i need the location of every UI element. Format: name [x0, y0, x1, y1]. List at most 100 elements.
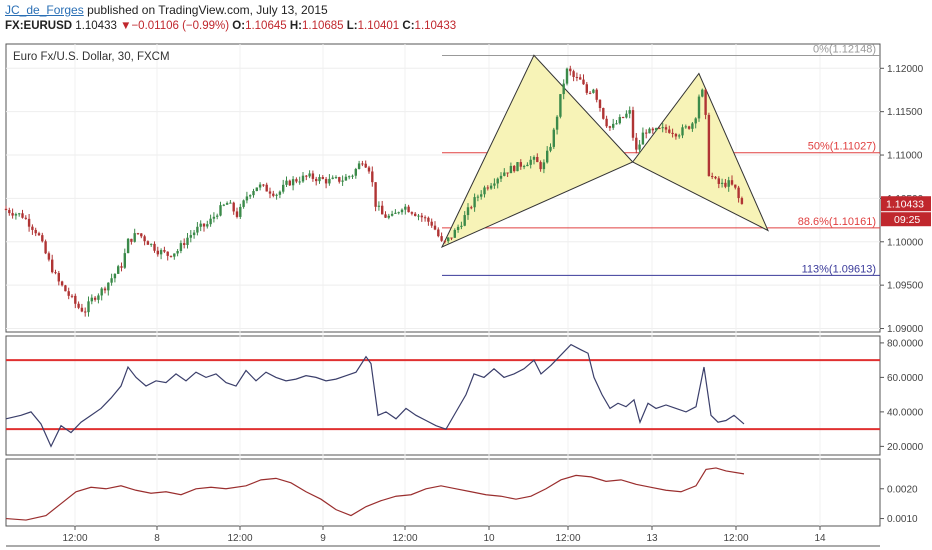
- candle-body: [239, 206, 242, 217]
- candle-body: [159, 250, 163, 255]
- candle-body: [615, 123, 618, 125]
- candle-body: [150, 243, 153, 245]
- candle-body: [328, 178, 331, 184]
- candle-body: [334, 177, 338, 179]
- candle-body: [298, 181, 301, 183]
- candle-body: [641, 132, 645, 145]
- candle-body: [740, 198, 744, 204]
- candle-body: [285, 180, 288, 185]
- candle-body: [212, 216, 216, 219]
- candle-body: [529, 159, 532, 165]
- candle-body: [367, 167, 371, 172]
- candle-body: [559, 94, 562, 117]
- candle-body: [130, 238, 133, 242]
- candle-body: [268, 191, 272, 194]
- candle-body: [608, 126, 612, 128]
- candle-body: [546, 150, 549, 163]
- candle-body: [8, 210, 11, 214]
- candle-body: [315, 178, 318, 182]
- candle-body: [344, 176, 348, 181]
- candle-body: [730, 180, 734, 185]
- candle-body: [618, 117, 621, 124]
- candle-body: [84, 311, 87, 313]
- candle-body: [463, 215, 466, 226]
- candle-body: [724, 182, 727, 187]
- pattern-triangle-xab: [440, 54, 634, 248]
- price-tick-label: 1.12000: [887, 64, 924, 75]
- candle-body: [727, 180, 730, 187]
- candle-body: [430, 221, 433, 226]
- candle-body: [473, 197, 476, 208]
- candle-body: [14, 214, 18, 216]
- candle-body: [291, 179, 295, 186]
- candle-body: [301, 175, 305, 182]
- rsi-line: [5, 343, 745, 448]
- candle-body: [232, 202, 235, 212]
- publish-line: JC_de_Forges published on TradingView.co…: [5, 3, 328, 17]
- high-value: 1.10685: [301, 20, 344, 32]
- candle-body: [486, 187, 489, 189]
- candle-body: [278, 191, 282, 195]
- candle-body: [206, 224, 209, 227]
- time-tick-label: 10: [483, 533, 495, 544]
- candle-body: [499, 175, 503, 179]
- candle-body: [427, 217, 430, 222]
- candle-body: [737, 187, 740, 199]
- candle-body: [539, 162, 542, 170]
- candle-body: [361, 163, 364, 165]
- candle-body: [480, 194, 483, 197]
- candle-body: [331, 177, 334, 179]
- candle-body: [189, 235, 192, 238]
- osc-tick-label: 0.0010: [887, 514, 918, 525]
- candle-body: [117, 266, 120, 274]
- candle-body: [496, 178, 499, 184]
- candle-body: [100, 288, 103, 296]
- candle-body: [651, 128, 654, 131]
- candle-body: [407, 206, 410, 213]
- candle-body: [120, 266, 123, 268]
- author-link[interactable]: JC_de_Forges: [5, 3, 84, 17]
- price-tick-label: 1.09000: [887, 324, 924, 335]
- candle-body: [645, 132, 648, 134]
- candle-body: [324, 178, 328, 184]
- price-tick-label: 1.11000: [887, 151, 923, 162]
- candle-body: [466, 207, 470, 216]
- chart-header: JC_de_Forges published on TradingView.co…: [0, 0, 932, 40]
- candle-body: [80, 307, 84, 312]
- candle-body: [351, 175, 354, 177]
- price-tick-label: 1.11500: [887, 107, 923, 118]
- time-tick-label: 12:00: [555, 533, 580, 544]
- pane-frame-2: [5, 458, 881, 527]
- candle-body: [364, 163, 367, 168]
- candle-body: [638, 144, 641, 150]
- candle-body: [245, 196, 249, 201]
- candle-body: [443, 240, 447, 242]
- candle-body: [658, 128, 661, 130]
- candle-body: [242, 200, 245, 207]
- pattern-triangle-bcd: [631, 72, 770, 232]
- candle-body: [588, 92, 592, 94]
- candle-body: [691, 123, 694, 129]
- candle-body: [308, 173, 311, 177]
- candle-body: [11, 213, 14, 216]
- candle-body: [123, 253, 126, 268]
- candle-body: [18, 213, 21, 215]
- candle-body: [493, 183, 496, 186]
- time-badge: [881, 212, 931, 227]
- open-value: 1.10645: [245, 20, 287, 32]
- low-value: 1.10401: [357, 20, 400, 32]
- candle-body: [532, 156, 536, 160]
- candle-body: [598, 99, 602, 108]
- candle-body: [311, 173, 315, 179]
- candle-body: [714, 176, 717, 179]
- candle-body: [552, 129, 555, 147]
- price-badge: [881, 196, 931, 212]
- candle-body: [387, 215, 390, 218]
- fib-level-label: 0%(1.12148): [813, 43, 876, 55]
- publish-info: published on TradingView.com, July 13, 2…: [87, 3, 328, 17]
- candle-body: [219, 205, 222, 216]
- candle-body: [513, 165, 516, 172]
- candle-body: [4, 208, 8, 211]
- candle-body: [374, 182, 377, 207]
